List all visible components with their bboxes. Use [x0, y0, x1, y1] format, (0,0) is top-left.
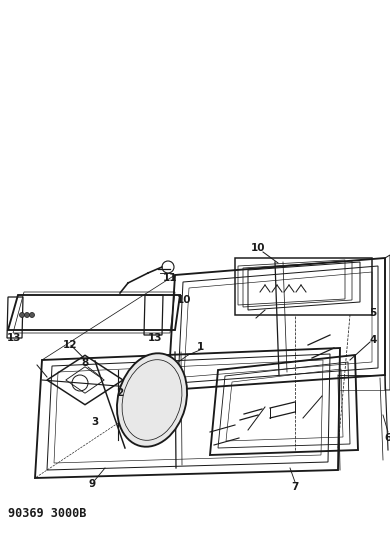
Text: 6: 6 — [385, 433, 390, 443]
Text: 10: 10 — [251, 243, 265, 253]
Text: 10: 10 — [177, 295, 191, 305]
Text: 2: 2 — [116, 388, 124, 398]
Ellipse shape — [117, 353, 187, 447]
Text: 12: 12 — [63, 340, 77, 350]
Text: 13: 13 — [148, 333, 162, 343]
Text: 4: 4 — [369, 335, 377, 345]
Text: 5: 5 — [369, 308, 377, 318]
Text: 90369 3000B: 90369 3000B — [8, 507, 86, 520]
Circle shape — [30, 312, 34, 318]
Text: 8: 8 — [82, 358, 89, 368]
Text: 11: 11 — [163, 273, 177, 283]
Circle shape — [25, 312, 30, 318]
Circle shape — [20, 312, 25, 318]
Text: 1: 1 — [197, 342, 204, 352]
Text: 7: 7 — [291, 482, 299, 492]
Text: 9: 9 — [89, 479, 96, 489]
Text: 3: 3 — [91, 417, 99, 427]
Text: 13: 13 — [7, 333, 21, 343]
